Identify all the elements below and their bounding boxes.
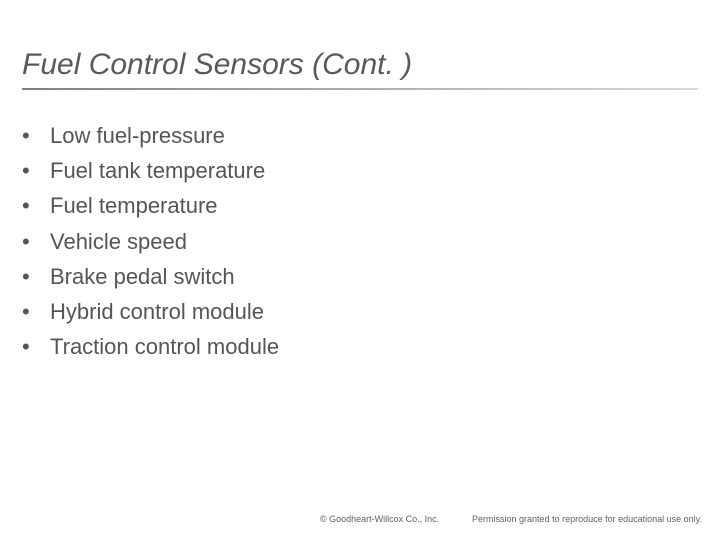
content-area: •Low fuel-pressure •Fuel tank temperatur… — [22, 118, 279, 364]
bullet-mark: • — [22, 329, 50, 364]
bullet-text: Traction control module — [50, 329, 279, 364]
bullet-text: Vehicle speed — [50, 224, 187, 259]
list-item: •Fuel tank temperature — [22, 153, 279, 188]
footer-copyright: © Goodheart-Willcox Co., Inc. — [320, 514, 439, 524]
slide: Fuel Control Sensors (Cont. ) •Low fuel-… — [0, 0, 720, 540]
bullet-text: Low fuel-pressure — [50, 118, 225, 153]
bullet-list: •Low fuel-pressure •Fuel tank temperatur… — [22, 118, 279, 364]
title-area: Fuel Control Sensors (Cont. ) — [22, 48, 698, 90]
bullet-text: Hybrid control module — [50, 294, 264, 329]
bullet-mark: • — [22, 188, 50, 223]
list-item: •Hybrid control module — [22, 294, 279, 329]
bullet-mark: • — [22, 224, 50, 259]
bullet-mark: • — [22, 118, 50, 153]
list-item: •Vehicle speed — [22, 224, 279, 259]
bullet-mark: • — [22, 294, 50, 329]
bullet-text: Fuel temperature — [50, 188, 218, 223]
list-item: •Fuel temperature — [22, 188, 279, 223]
bullet-mark: • — [22, 153, 50, 188]
list-item: •Brake pedal switch — [22, 259, 279, 294]
bullet-text: Fuel tank temperature — [50, 153, 265, 188]
list-item: •Low fuel-pressure — [22, 118, 279, 153]
list-item: •Traction control module — [22, 329, 279, 364]
title-underline — [22, 88, 698, 90]
footer-permission: Permission granted to reproduce for educ… — [472, 514, 702, 524]
bullet-mark: • — [22, 259, 50, 294]
slide-title: Fuel Control Sensors (Cont. ) — [22, 48, 698, 88]
bullet-text: Brake pedal switch — [50, 259, 235, 294]
